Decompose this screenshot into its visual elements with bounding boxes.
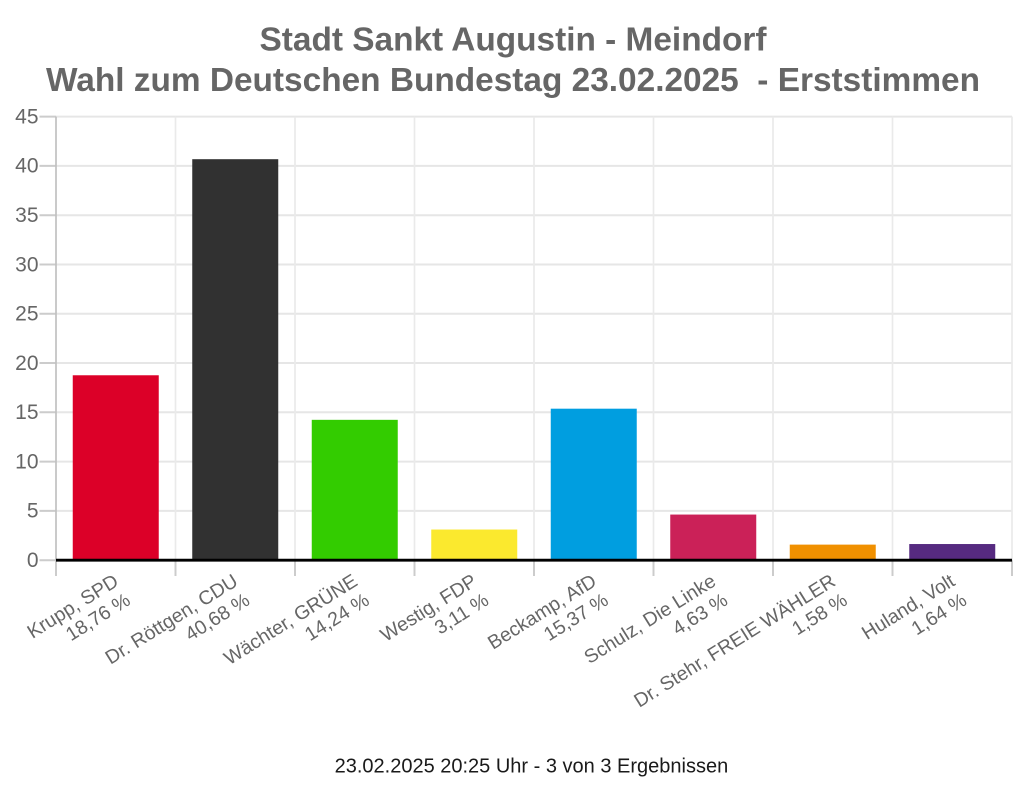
svg-text:15: 15	[15, 401, 38, 424]
svg-text:40: 40	[15, 155, 38, 178]
svg-text:5: 5	[27, 500, 39, 523]
svg-text:23.02.2025 20:25 Uhr - 3 von 3: 23.02.2025 20:25 Uhr - 3 von 3 Ergebniss…	[335, 755, 729, 777]
svg-text:Wahl zum Deutschen Bundestag 2: Wahl zum Deutschen Bundestag 23.02.2025 …	[46, 62, 980, 99]
svg-text:45: 45	[15, 105, 38, 128]
svg-text:10: 10	[15, 450, 38, 473]
svg-text:0: 0	[27, 549, 39, 572]
svg-text:35: 35	[15, 204, 38, 227]
svg-text:Stadt Sankt Augustin - Meindor: Stadt Sankt Augustin - Meindorf	[259, 22, 767, 59]
svg-text:25: 25	[15, 303, 38, 326]
svg-text:20: 20	[15, 352, 38, 375]
svg-text:30: 30	[15, 253, 38, 276]
